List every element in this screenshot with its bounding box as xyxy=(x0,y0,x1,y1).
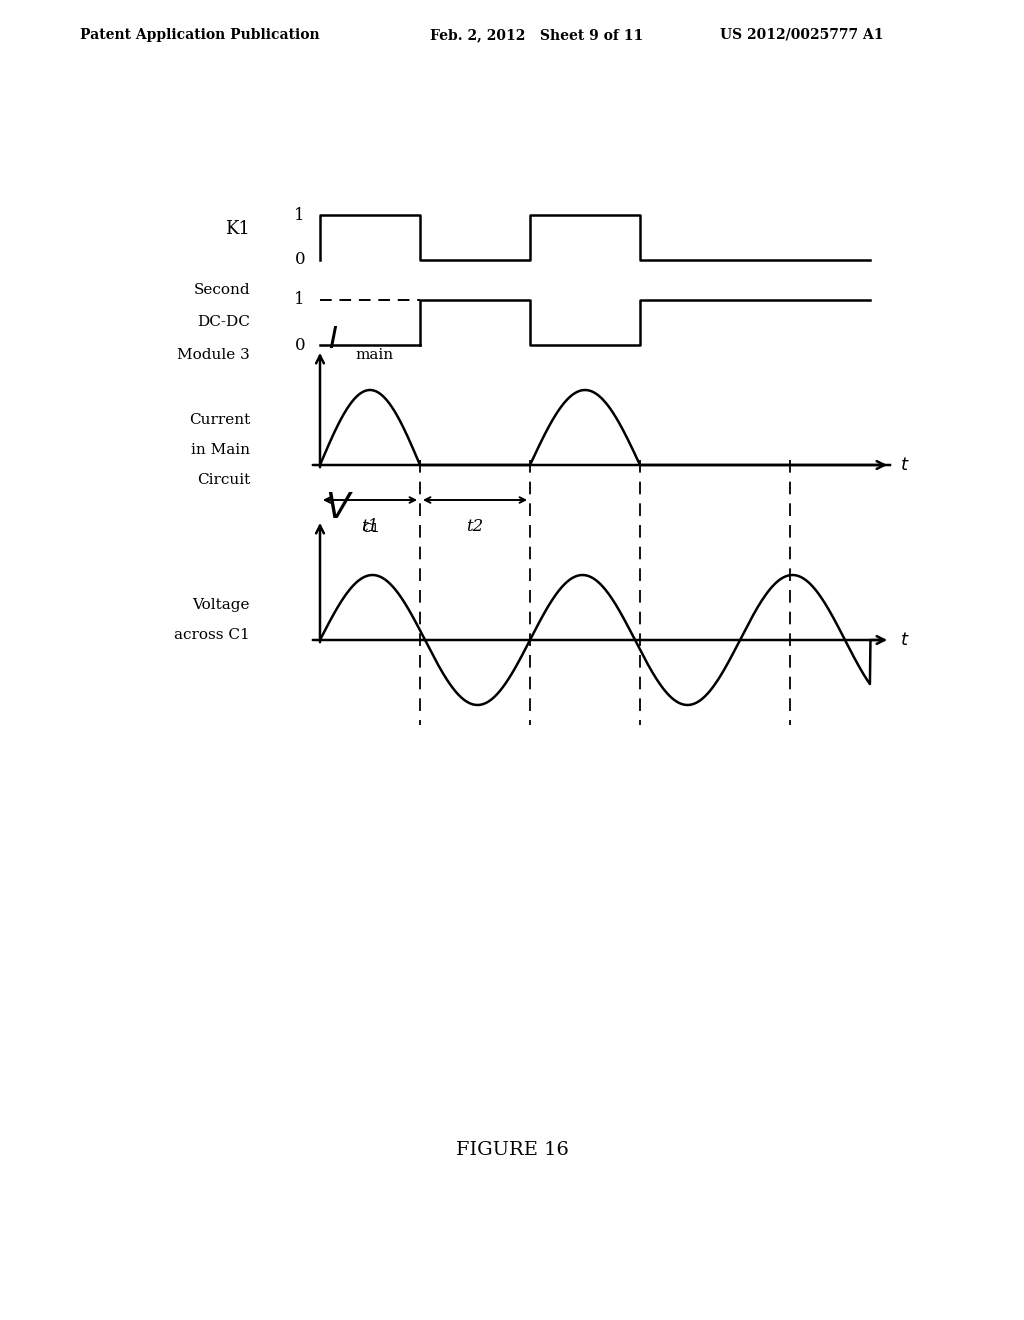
Text: 0: 0 xyxy=(294,337,305,354)
Text: Patent Application Publication: Patent Application Publication xyxy=(80,28,319,42)
Text: Module 3: Module 3 xyxy=(177,348,250,362)
Text: K1: K1 xyxy=(225,220,250,239)
Text: 1: 1 xyxy=(294,206,305,223)
Text: 0: 0 xyxy=(294,252,305,268)
Text: 1: 1 xyxy=(294,292,305,309)
Text: Second: Second xyxy=(194,282,250,297)
Text: t2: t2 xyxy=(466,517,483,535)
Text: Circuit: Circuit xyxy=(197,473,250,487)
Text: main: main xyxy=(355,348,393,362)
Text: in Main: in Main xyxy=(191,444,250,457)
Text: DC-DC: DC-DC xyxy=(198,315,250,330)
Text: t1: t1 xyxy=(361,517,379,535)
Text: $t$: $t$ xyxy=(900,455,909,474)
Text: Feb. 2, 2012   Sheet 9 of 11: Feb. 2, 2012 Sheet 9 of 11 xyxy=(430,28,643,42)
Text: across C1: across C1 xyxy=(174,628,250,642)
Text: $_{C1}$: $_{C1}$ xyxy=(362,517,380,535)
Text: Current: Current xyxy=(188,413,250,426)
Text: US 2012/0025777 A1: US 2012/0025777 A1 xyxy=(720,28,884,42)
Text: Voltage: Voltage xyxy=(193,598,250,612)
Text: $V$: $V$ xyxy=(325,491,354,525)
Text: FIGURE 16: FIGURE 16 xyxy=(456,1140,568,1159)
Text: $I$: $I$ xyxy=(328,323,338,355)
Text: $t$: $t$ xyxy=(900,631,909,649)
